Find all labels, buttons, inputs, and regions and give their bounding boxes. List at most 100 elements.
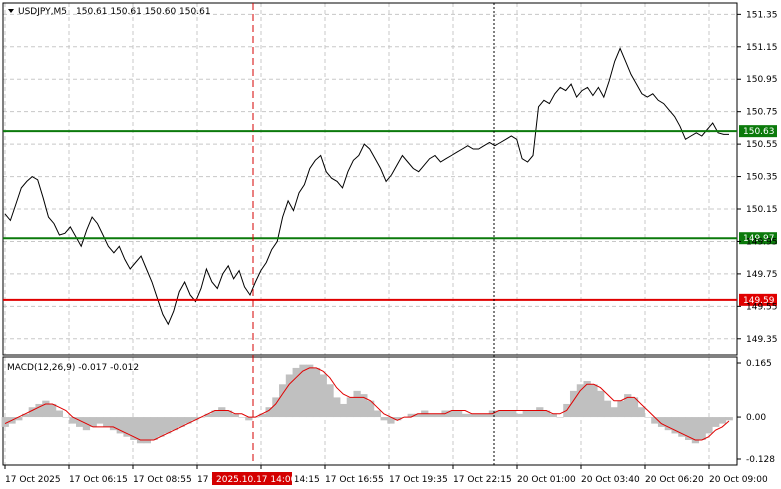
macd-bar bbox=[590, 384, 598, 418]
macd-bar bbox=[630, 397, 639, 418]
macd-bar bbox=[103, 417, 111, 427]
macd-bar bbox=[272, 397, 280, 418]
macd-bar bbox=[55, 410, 64, 418]
price-tick-label: 150.15 bbox=[746, 205, 778, 215]
macd-bar bbox=[42, 400, 50, 418]
macd-bar bbox=[136, 417, 145, 444]
macd-bar bbox=[231, 413, 239, 418]
macd-bar bbox=[326, 384, 334, 418]
macd-bar bbox=[671, 417, 679, 434]
ohlc-label: 150.61 150.61 150.60 150.61 bbox=[76, 7, 211, 17]
price-tick-label: 150.95 bbox=[746, 75, 778, 85]
macd-bar bbox=[725, 417, 733, 421]
macd-bar bbox=[549, 413, 557, 418]
macd-bar bbox=[651, 417, 659, 424]
macd-bar bbox=[522, 410, 530, 418]
macd-bar bbox=[542, 410, 551, 418]
macd-bar bbox=[678, 417, 686, 437]
macd-bar bbox=[96, 417, 104, 424]
macd-bar bbox=[292, 367, 300, 418]
macd-bar bbox=[238, 417, 246, 418]
macd-bar bbox=[475, 413, 483, 418]
macd-bar bbox=[69, 417, 77, 424]
macd-bar bbox=[495, 410, 503, 418]
macd-bar bbox=[299, 364, 307, 418]
macd-bar bbox=[258, 413, 267, 418]
macd-bar bbox=[21, 413, 30, 418]
macd-bar bbox=[28, 407, 36, 418]
macd-bar bbox=[48, 403, 57, 418]
macd-bar bbox=[610, 407, 618, 418]
macd-bar bbox=[515, 413, 524, 418]
macd-bar bbox=[536, 407, 544, 418]
macd-bar bbox=[373, 410, 382, 418]
price-header: USDJPY,M5 150.61 150.61 150.60 150.61 bbox=[8, 7, 211, 17]
macd-bar bbox=[245, 417, 253, 421]
macd-bar bbox=[394, 417, 402, 421]
time-tick-label: 17 Oct 06:15 bbox=[69, 475, 128, 485]
macd-signal-line bbox=[4, 367, 730, 441]
macd-tick-label: 0.00 bbox=[746, 413, 766, 423]
level-label: 149.59 bbox=[743, 296, 775, 306]
macd-bar bbox=[556, 417, 564, 418]
price-tick-label: 151.15 bbox=[746, 43, 778, 53]
price-tick-label: 150.35 bbox=[746, 173, 778, 183]
dropdown-triangle-icon[interactable] bbox=[8, 9, 14, 13]
macd-bar bbox=[705, 417, 713, 434]
price-panel-border bbox=[2, 2, 738, 356]
macd-bar bbox=[427, 413, 436, 418]
macd-bar bbox=[123, 417, 131, 437]
macd-bar bbox=[285, 374, 294, 418]
macd-bar bbox=[109, 417, 118, 431]
macd-bar bbox=[644, 417, 652, 418]
macd-bar bbox=[306, 364, 314, 418]
time-tick-label: 17 Oct 08:55 bbox=[133, 475, 192, 485]
level-badge bbox=[739, 125, 777, 138]
highlight-time-label: 2025.10.17 14:00 bbox=[216, 475, 297, 485]
macd-label: MACD(12,26,9) -0.017 -0.012 bbox=[7, 363, 139, 373]
macd-tick-label: 0.165 bbox=[746, 359, 772, 369]
macd-bar bbox=[339, 403, 348, 418]
macd-bar bbox=[637, 407, 645, 418]
macd-bar bbox=[211, 410, 219, 418]
macd-bar bbox=[164, 417, 172, 434]
macd-bar bbox=[143, 417, 151, 444]
time-tick-label: 20 Oct 09:00 bbox=[709, 475, 768, 485]
macd-bar bbox=[718, 417, 727, 424]
time-tick-label: 17 Oct 16:55 bbox=[325, 475, 384, 485]
level-badge bbox=[739, 232, 777, 245]
symbol-label: USDJPY,M5 bbox=[18, 7, 67, 17]
macd-bar bbox=[583, 381, 591, 418]
macd-bar bbox=[617, 400, 625, 418]
macd-bar bbox=[35, 403, 43, 418]
time-tick-label: 17 Oct 22:15 bbox=[453, 475, 512, 485]
level-label: 149.97 bbox=[743, 234, 775, 244]
macd-bar bbox=[62, 417, 70, 418]
macd-bar bbox=[204, 413, 212, 418]
horizontal-levels: 150.63 149.97 149.59 bbox=[3, 125, 777, 306]
macd-bar bbox=[482, 413, 490, 418]
macd-bar bbox=[664, 417, 672, 431]
macd-bar bbox=[448, 410, 456, 418]
macd-bar bbox=[691, 417, 700, 444]
macd-bar bbox=[454, 410, 463, 418]
price-series-line bbox=[4, 47, 729, 326]
macd-bar bbox=[387, 417, 395, 424]
macd-bar bbox=[407, 413, 415, 418]
macd-histogram bbox=[1, 364, 733, 444]
macd-bar bbox=[657, 417, 666, 427]
macd-tick-label: -0.128 bbox=[746, 455, 775, 465]
time-tick-label: 20 Oct 06:20 bbox=[645, 475, 704, 485]
price-tick-label: 150.75 bbox=[746, 108, 778, 118]
macd-bar bbox=[367, 400, 375, 418]
macd-bar bbox=[434, 413, 442, 418]
macd-bar bbox=[529, 410, 537, 418]
macd-bar bbox=[116, 417, 124, 434]
macd-bar bbox=[157, 417, 165, 437]
time-tick-label: 20 Oct 03:40 bbox=[581, 475, 640, 485]
macd-bar bbox=[150, 417, 158, 440]
price-tick-label: 149.75 bbox=[746, 270, 778, 280]
macd-bar bbox=[130, 417, 138, 440]
macd-bar bbox=[333, 397, 341, 418]
macd-bar bbox=[576, 384, 585, 418]
